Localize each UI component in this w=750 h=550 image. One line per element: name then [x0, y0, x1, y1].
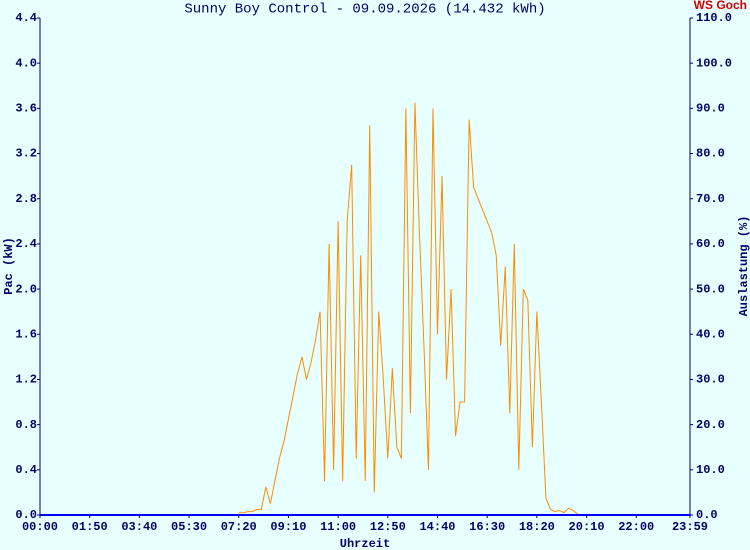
y-tick-label: 0.0 [15, 508, 37, 522]
y-axis-label: Pac (kW) [2, 237, 16, 295]
x-tick-label: 01:50 [72, 520, 108, 534]
y2-tick-label: 90.0 [696, 102, 725, 116]
y-tick-label: 3.2 [15, 147, 37, 161]
x-tick-label: 18:20 [519, 520, 555, 534]
y-tick-label: 0.8 [15, 418, 37, 432]
x-tick-label: 14:40 [419, 520, 455, 534]
y2-axis-label: Auslastung (%) [737, 216, 750, 317]
y2-tick-label: 60.0 [696, 237, 725, 251]
y-tick-label: 2.4 [15, 237, 37, 251]
y-tick-label: 1.6 [15, 327, 37, 341]
y-tick-label: 4.0 [15, 56, 37, 70]
x-tick-label: 22:00 [618, 520, 654, 534]
x-tick-label: 12:50 [370, 520, 406, 534]
y-tick-label: 0.4 [15, 463, 37, 477]
y-tick-label: 4.4 [15, 11, 37, 25]
x-tick-label: 05:30 [171, 520, 207, 534]
y2-tick-label: 70.0 [696, 192, 725, 206]
y2-tick-label: 0.0 [696, 508, 718, 522]
y2-tick-label: 40.0 [696, 327, 725, 341]
x-tick-label: 00:00 [22, 520, 58, 534]
corner-label: WS Goch [694, 0, 747, 12]
y2-tick-label: 20.0 [696, 418, 725, 432]
y2-tick-label: 10.0 [696, 463, 725, 477]
y2-tick-label: 110.0 [696, 11, 732, 25]
y-tick-label: 1.2 [15, 373, 37, 387]
x-tick-label: 11:00 [320, 520, 356, 534]
y-tick-label: 2.0 [15, 282, 37, 296]
power-line [238, 102, 578, 515]
x-tick-label: 23:59 [672, 520, 708, 534]
x-tick-label: 20:10 [569, 520, 605, 534]
y2-tick-label: 30.0 [696, 373, 725, 387]
y-tick-label: 2.8 [15, 192, 37, 206]
y-tick-label: 3.6 [15, 102, 37, 116]
chart-title: Sunny Boy Control - 09.09.2026 (14.432 k… [184, 2, 545, 18]
x-tick-label: 07:20 [221, 520, 257, 534]
x-tick-label: 03:40 [121, 520, 157, 534]
y2-tick-label: 80.0 [696, 147, 725, 161]
x-axis-label: Uhrzeit [340, 537, 390, 550]
y2-tick-label: 100.0 [696, 56, 732, 70]
y2-tick-label: 50.0 [696, 282, 725, 296]
x-tick-label: 16:30 [469, 520, 505, 534]
x-tick-label: 09:10 [270, 520, 306, 534]
